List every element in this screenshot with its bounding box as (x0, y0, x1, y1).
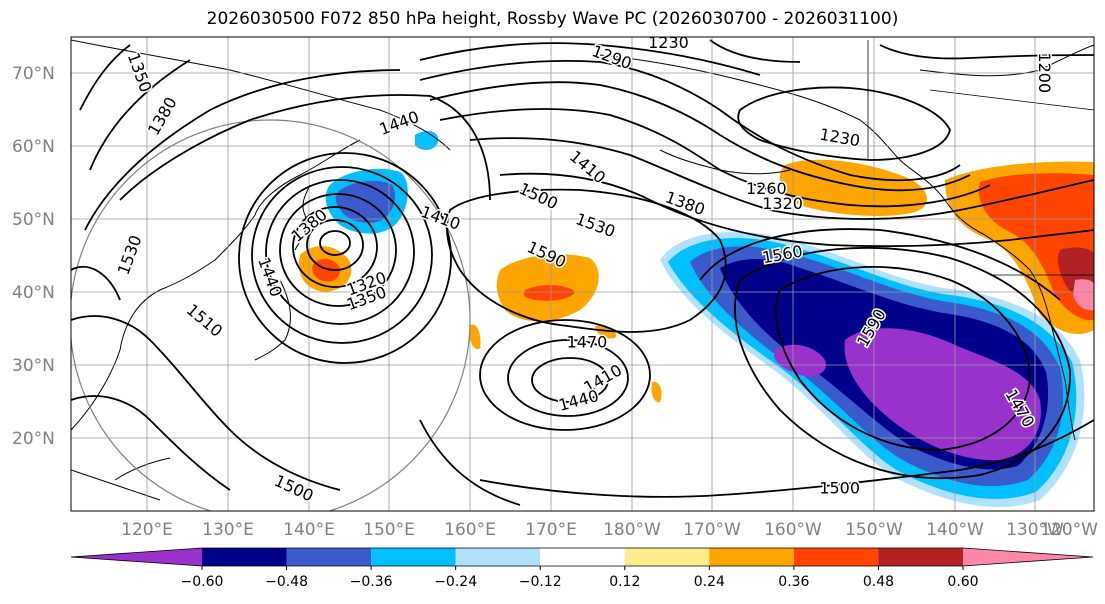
contour-label: 1470 (567, 333, 608, 352)
lon-label-170e: 170°E (525, 520, 577, 540)
longitude-labels: 120°E 130°E 140°E 150°E 160°E 170°E 180°… (121, 520, 1098, 540)
lon-label-150e: 150°E (363, 520, 415, 540)
lon-label-170w: 170°W (683, 520, 741, 540)
colorbar-bin (878, 548, 963, 566)
lon-label-130w: 130°W (1006, 520, 1064, 540)
colorbar-bin (202, 548, 287, 566)
gridlines (71, 37, 1094, 511)
map-title: 2026030500 F072 850 hPa height, Rossby W… (206, 9, 899, 29)
colorbar-extend-max (963, 548, 1093, 566)
great-circle-ring (71, 119, 471, 511)
lon-label-140e: 140°E (283, 520, 335, 540)
lat-label-60: 60°N (12, 137, 55, 157)
colorbar-bin (286, 548, 372, 566)
colorbar: −0.60 −0.48 −0.36 −0.24 −0.12 0.12 0.24 0.36 0.4… (70, 547, 1094, 590)
negative-anomaly-purple (844, 328, 1041, 461)
colorbar-extend-min (71, 548, 202, 566)
lon-label-130e: 130°E (202, 520, 254, 540)
height-contours (71, 39, 1094, 506)
lat-label-20: 20°N (12, 429, 55, 449)
colorbar-tick-label: 0.12 (609, 574, 640, 590)
colorbar-tick-label: −0.60 (181, 574, 224, 590)
gulf-alaska-positive (780, 159, 927, 216)
lon-label-160w: 160°W (764, 520, 822, 540)
colorbar-tick-label: −0.12 (519, 574, 562, 590)
colorbar-tick-label: −0.36 (350, 574, 393, 590)
anomaly-shading (298, 130, 1094, 508)
lon-label-120w: 120°W (1040, 520, 1098, 540)
colorbar-bin (709, 548, 794, 566)
contour-label: 1200 (1035, 52, 1054, 93)
colorbar-bin (540, 548, 625, 566)
contour-label: 1230 (648, 33, 689, 52)
lon-label-160e: 160°E (444, 520, 496, 540)
contour-label: 1510 (183, 300, 226, 341)
contour-label: 1320 (762, 194, 803, 213)
lat-label-40: 40°N (12, 283, 55, 303)
colorbar-tick-label: −0.24 (434, 574, 477, 590)
colorbar-tick-label: 0.24 (694, 574, 725, 590)
lon-label-180w: 180°W (603, 520, 661, 540)
colorbar-tick-label: −0.48 (265, 574, 308, 590)
contour-label: 1500 (819, 479, 860, 498)
colorbar-bin (371, 548, 456, 566)
colorbar-bin (793, 548, 879, 566)
contour-label: 1260 (746, 179, 787, 198)
lon-label-140w: 140°W (926, 520, 984, 540)
coastlines (71, 39, 1094, 501)
lon-label-120e: 120°E (121, 520, 173, 540)
lat-label-70: 70°N (12, 64, 55, 84)
lat-label-50: 50°N (12, 210, 55, 230)
map-frame (70, 36, 1095, 512)
colorbar-bin (624, 548, 710, 566)
colorbar-tick-label: 0.60 (947, 574, 978, 590)
lon-label-150w: 150°W (845, 520, 903, 540)
colorbar-bin (455, 548, 541, 566)
colorbar-tick-label: 0.36 (778, 574, 809, 590)
colorbar-tick-label: 0.48 (863, 574, 894, 590)
latitude-labels: 70°N 60°N 50°N 40°N 30°N 20°N (12, 64, 55, 449)
borders (867, 40, 1094, 276)
lat-label-30: 30°N (12, 356, 55, 376)
